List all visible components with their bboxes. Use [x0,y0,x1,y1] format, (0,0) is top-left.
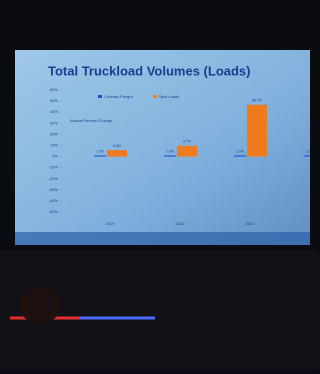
data-label: 9.7% [183,140,191,144]
y-tick-label: 10% [50,143,58,148]
bar [107,150,127,156]
data-label: 1.0% [96,149,104,153]
y-tick-label: 20% [50,131,58,136]
y-tick-label: -10% [49,165,59,170]
y-tick-label: -50% [49,209,59,214]
data-label: 46.7% [252,99,262,103]
photo: Total Truckload Volumes (Loads) Annual P… [0,0,319,369]
data-label: 5.8% [113,144,121,148]
bar [94,155,106,156]
bar [177,146,197,157]
y-tick-label: -20% [49,176,59,181]
bar [234,155,246,156]
y-tick-label: 60% [50,87,58,92]
silhouette [18,287,62,323]
y-tick-label: 40% [50,109,58,114]
legend-label: Contract Freight [104,94,134,99]
x-tick-label: 2019 [106,221,116,226]
bar [164,155,176,156]
slide-footer [15,232,310,245]
x-tick-label: 2021 [246,221,256,226]
data-label: 1.0% [236,149,244,153]
y-tick-label: -30% [49,187,59,192]
bar [247,105,267,157]
data-label: 1.0% [166,149,174,153]
x-tick-label: 2020 [176,221,186,226]
chart-subtitle: Annual Percent Change [70,118,113,123]
y-tick-label: 30% [50,120,58,125]
legend-label: Spot Loads [159,94,179,99]
y-tick-label: 50% [50,98,58,103]
y-tick-label: 0% [52,154,58,159]
legend-swatch [153,95,157,98]
chart-title: Total Truckload Volumes (Loads) [48,63,251,78]
y-tick-label: -40% [49,198,59,203]
legend-swatch [98,95,102,98]
